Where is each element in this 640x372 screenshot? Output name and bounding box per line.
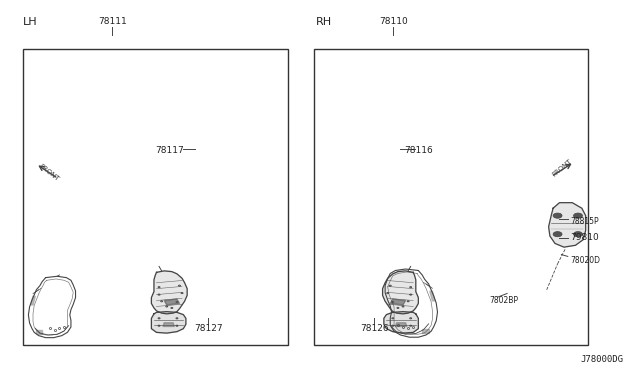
Polygon shape (152, 312, 186, 333)
Text: FRONT: FRONT (37, 163, 60, 183)
Text: 78020D: 78020D (570, 256, 600, 264)
Text: LH: LH (23, 17, 38, 27)
Polygon shape (383, 271, 419, 314)
Bar (314, 49, 588, 345)
Polygon shape (430, 291, 435, 301)
Polygon shape (396, 323, 407, 327)
Polygon shape (384, 312, 419, 333)
Text: 78111: 78111 (98, 17, 127, 26)
Text: 78116: 78116 (404, 146, 433, 155)
Text: 78117: 78117 (156, 146, 184, 155)
Polygon shape (36, 330, 42, 334)
Circle shape (553, 213, 562, 218)
Text: FRONT: FRONT (551, 158, 573, 178)
Circle shape (573, 213, 582, 218)
Text: 78126: 78126 (360, 324, 388, 333)
Circle shape (573, 232, 582, 237)
Text: J78000DG: J78000DG (580, 355, 623, 364)
Polygon shape (390, 299, 406, 305)
Text: 79810: 79810 (570, 233, 599, 243)
Polygon shape (422, 329, 429, 333)
Polygon shape (31, 296, 35, 305)
Circle shape (553, 232, 562, 237)
Text: RH: RH (316, 17, 332, 27)
Text: 78815P: 78815P (570, 217, 599, 226)
Polygon shape (164, 299, 179, 305)
Polygon shape (152, 271, 187, 314)
Text: 78110: 78110 (379, 17, 408, 26)
Polygon shape (548, 203, 586, 247)
Bar (23, 49, 288, 345)
Text: 78127: 78127 (194, 324, 223, 333)
Text: 7802BP: 7802BP (489, 296, 518, 305)
Polygon shape (163, 323, 174, 327)
